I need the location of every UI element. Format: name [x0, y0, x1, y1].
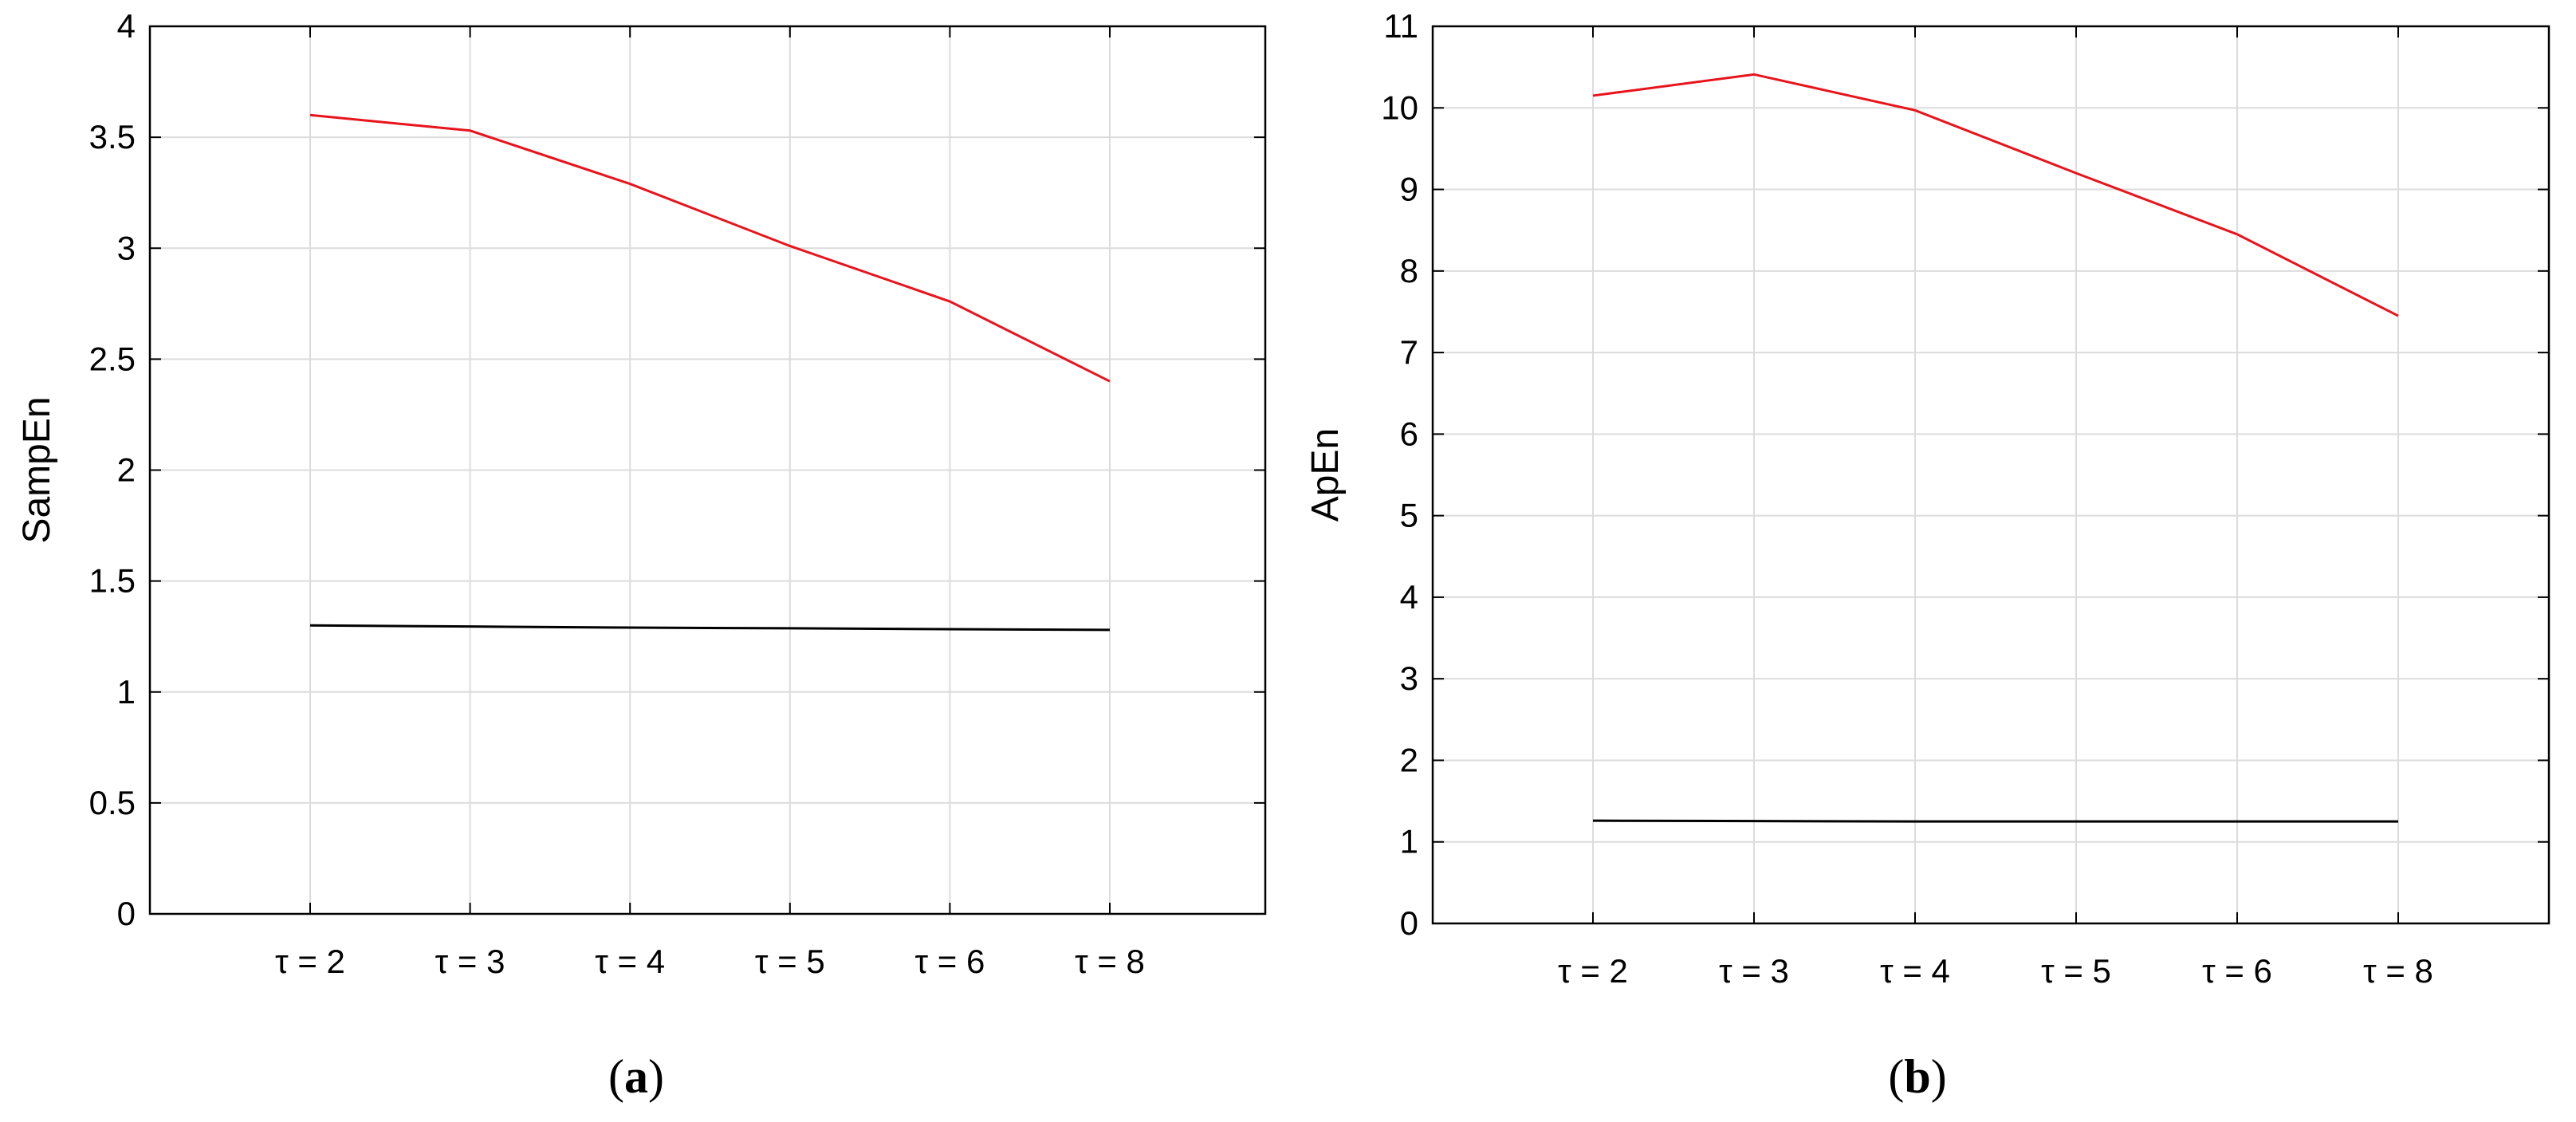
panel-label-letter: b	[1904, 1050, 1930, 1103]
x-tick-label: τ = 6	[2202, 952, 2272, 990]
y-tick-label: 6	[1400, 415, 1418, 452]
y-tick-label: 2.5	[89, 340, 136, 377]
y-tick-label: 4	[1400, 578, 1418, 616]
y-tick-label: 3	[117, 229, 136, 266]
x-tick-label: τ = 8	[2363, 952, 2433, 990]
x-tick-label: τ = 2	[275, 943, 345, 980]
y-tick-label: 2	[117, 451, 136, 489]
panel-label-open-paren: (	[608, 1050, 624, 1103]
y-tick-label: 10	[1381, 89, 1418, 126]
x-tick-label: τ = 3	[435, 943, 505, 980]
y-tick-label: 8	[1400, 252, 1418, 289]
x-tick-label: τ = 6	[914, 943, 985, 980]
y-tick-label: 1.5	[89, 562, 136, 600]
y-tick-label: 9	[1400, 171, 1418, 208]
panel-label-close-paren: )	[648, 1050, 664, 1103]
panel-label-close-paren: )	[1931, 1050, 1947, 1103]
x-tick-label: τ = 8	[1075, 943, 1145, 980]
series-line-red	[309, 113, 1111, 383]
y-tick-label: 5	[1400, 497, 1418, 534]
x-tick-label: τ = 3	[1719, 952, 1789, 990]
chart-panel-a: 0 0.5 1 1.5 2 2.5 3 3.5 4 τ = 2 τ = 3 τ = 4 τ = 5 τ =…	[16, 7, 1267, 1103]
panel-label: (b)	[1888, 1050, 1946, 1103]
y-tick-label: 1	[1400, 823, 1418, 860]
series-line-red	[1592, 73, 2399, 317]
x-tick-label: τ = 4	[595, 943, 665, 980]
y-axis-label: SampEn	[16, 396, 58, 543]
x-tick-label: τ = 5	[2041, 952, 2111, 990]
y-tick-label: 1	[117, 673, 136, 711]
y-tick-label: 7	[1400, 333, 1418, 371]
plot-frame	[1431, 25, 2550, 925]
chart-panel-b: 0 1 2 3 4 5 6 7 8 9 10 11 τ = 2 τ = 3 τ = 4 τ = 5 τ = 6 τ…	[1304, 7, 2550, 1103]
y-tick-label: 3	[1400, 659, 1418, 697]
y-tick-label: 2	[1400, 741, 1418, 778]
panel-label: (a)	[608, 1050, 664, 1103]
x-tick-label: τ = 4	[1880, 952, 1950, 990]
y-tick-label: 0.5	[89, 784, 136, 821]
y-tick-label: 3.5	[89, 118, 136, 156]
y-tick-label: 4	[117, 7, 136, 45]
y-tick-label: 11	[1383, 7, 1418, 45]
y-tick-label: 0	[1400, 904, 1418, 942]
series-line-black	[309, 624, 1111, 632]
x-tick-label: τ = 2	[1558, 952, 1628, 990]
panel-label-open-paren: (	[1888, 1050, 1904, 1103]
panel-label-letter: a	[624, 1050, 648, 1103]
y-axis-label: ApEn	[1304, 428, 1347, 522]
x-tick-label: τ = 5	[755, 943, 825, 980]
plot-frame	[148, 25, 1267, 915]
y-tick-label: 0	[117, 895, 136, 932]
